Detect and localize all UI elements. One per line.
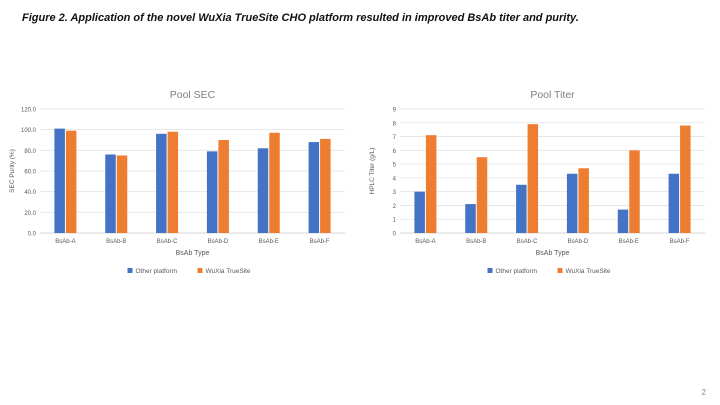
x-tick-label: BsAb-C [517, 239, 538, 245]
bar-wuxia-truesite-bsab-b [476, 157, 488, 233]
y-tick-label: 8 [393, 121, 397, 127]
y-tick-label: 6 [393, 149, 397, 155]
y-tick-label: 4 [393, 176, 397, 182]
y-tick-label: 60.0 [24, 170, 36, 176]
x-axis-label: BsAb Type [176, 250, 210, 257]
bar-wuxia-truesite-bsab-a [65, 130, 77, 233]
y-tick-label: 0.0 [28, 232, 37, 238]
y-tick-label: 1 [393, 218, 397, 224]
x-tick-label: BsAb-B [466, 239, 486, 245]
y-tick-label: 40.0 [24, 190, 36, 196]
y-axis-label: SEC Purity (%) [9, 149, 16, 193]
y-tick-label: 120.0 [21, 108, 37, 114]
bar-wuxia-truesite-bsab-d [218, 140, 229, 233]
bar-wuxia-truesite-bsab-a [425, 135, 437, 233]
legend-swatch [197, 268, 203, 273]
chart-title: Pool Titer [530, 89, 575, 101]
bar-other-platform-bsab-e [257, 148, 269, 233]
bar-other-platform-bsab-b [105, 154, 116, 233]
bar-other-platform-bsab-b [465, 204, 476, 233]
x-tick-label: BsAb-E [619, 239, 639, 245]
bar-other-platform-bsab-a [414, 191, 425, 233]
x-tick-label: BsAb-D [568, 239, 589, 245]
legend-swatch [557, 268, 563, 273]
y-tick-label: 9 [393, 108, 397, 114]
x-tick-label: BsAb-E [259, 239, 279, 245]
pool-sec-chart: Pool SEC 0.0 20.0 40.0 60.0 80.0 100.0 120.0 SEC… [9, 89, 345, 275]
y-tick-label: 2 [393, 204, 397, 210]
x-tick-label: BsAb-F [310, 239, 330, 245]
legend-swatch [487, 268, 493, 273]
x-axis-label: BsAb Type [536, 250, 570, 257]
bar-other-platform-bsab-d [206, 151, 218, 233]
bar-other-platform-bsab-a [54, 128, 65, 233]
bar-wuxia-truesite-bsab-d [578, 168, 589, 233]
x-tick-label: BsAb-C [157, 239, 178, 245]
legend-label: WuXia TrueSite [566, 268, 611, 275]
x-tick-label: BsAb-A [55, 239, 75, 245]
bar-wuxia-truesite-bsab-f [320, 138, 331, 233]
y-tick-label: 3 [393, 190, 397, 196]
pool-titer-chart: Pool Titer 0 1 2 3 4 5 6 7 8 9 HPLC Titer (g/L) BsAb… [369, 89, 705, 275]
x-tick-label: BsAb-A [415, 239, 435, 245]
bar-wuxia-truesite-bsab-f [680, 125, 691, 233]
y-tick-label: 0 [393, 232, 397, 238]
bar-wuxia-truesite-bsab-e [629, 150, 640, 233]
bar-wuxia-truesite-bsab-c [167, 131, 179, 233]
bar-other-platform-bsab-f [308, 142, 320, 233]
legend-swatch [127, 268, 133, 273]
y-tick-label: 5 [393, 163, 397, 169]
chart-title: Pool SEC [170, 89, 216, 101]
y-tick-label: 20.0 [24, 211, 36, 217]
bar-wuxia-truesite-bsab-c [527, 124, 539, 233]
bar-other-platform-bsab-f [668, 173, 680, 233]
bar-other-platform-bsab-e [617, 209, 629, 233]
y-tick-label: 100.0 [21, 128, 37, 134]
bar-other-platform-bsab-c [156, 133, 167, 233]
x-tick-label: BsAb-D [208, 239, 229, 245]
legend-label: WuXia TrueSite [206, 268, 251, 275]
y-axis-label: HPLC Titer (g/L) [369, 148, 376, 195]
legend-label: Other platform [496, 268, 538, 275]
slide-number: 2 [701, 388, 706, 397]
y-tick-label: 80.0 [24, 149, 36, 155]
x-tick-label: BsAb-B [106, 239, 126, 245]
bar-other-platform-bsab-c [516, 184, 527, 233]
bar-wuxia-truesite-bsab-b [116, 155, 128, 233]
x-tick-label: BsAb-F [670, 239, 690, 245]
y-tick-label: 7 [393, 135, 397, 141]
figure-caption: Figure 2. Application of the novel WuXia… [22, 12, 579, 24]
bar-other-platform-bsab-d [566, 173, 578, 233]
legend-label: Other platform [136, 268, 178, 275]
bar-wuxia-truesite-bsab-e [269, 132, 280, 233]
